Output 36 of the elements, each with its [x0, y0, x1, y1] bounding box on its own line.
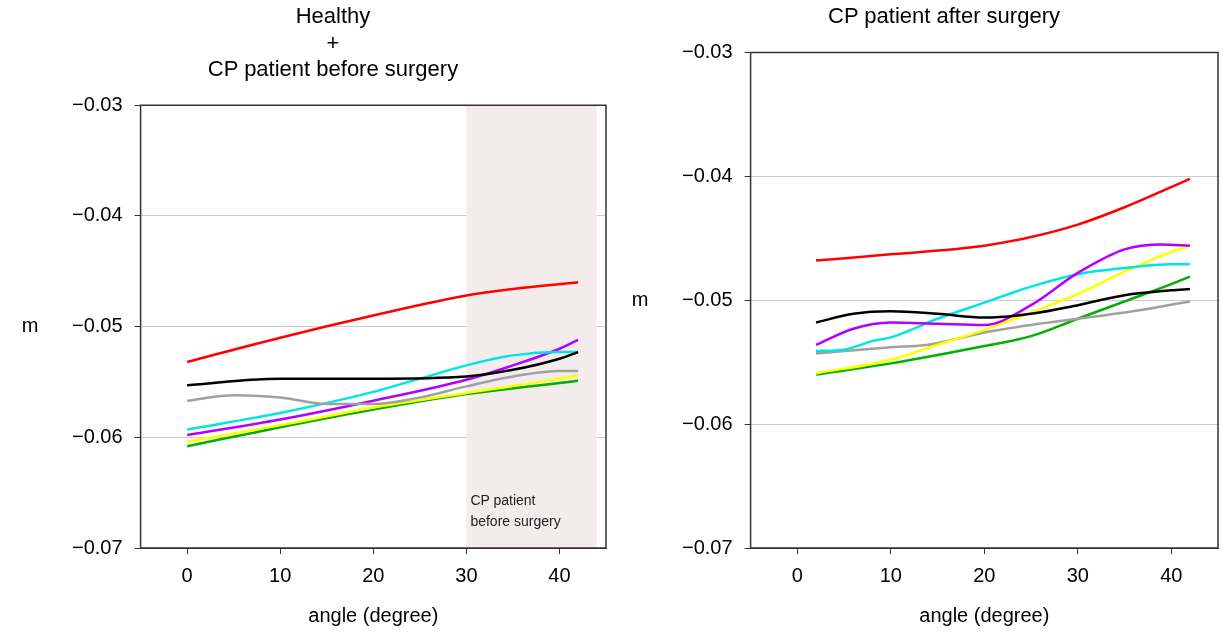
x-tick-label: 30: [1066, 563, 1089, 586]
line-series: [185, 350, 580, 387]
x-tick-label: 10: [269, 563, 292, 586]
y-tick-label: −0.07: [72, 535, 123, 558]
y-tick-label: −0.03: [682, 39, 733, 62]
y-tick-label: −0.05: [682, 287, 733, 310]
line-series: [814, 275, 1192, 376]
line-series: [814, 287, 1192, 324]
chart-title: CP patient after surgery: [828, 3, 1060, 29]
x-tick-label: 0: [181, 563, 193, 586]
y-axis-title: m: [21, 314, 39, 337]
y-tick-label: −0.05: [72, 314, 123, 337]
line-series: [185, 338, 580, 437]
line-series: [814, 263, 1192, 353]
line-series: [185, 281, 580, 364]
x-tick-label: 40: [548, 563, 571, 586]
y-tick-label: −0.04: [682, 163, 733, 186]
x-tick-label: 30: [455, 563, 478, 586]
line-series: [185, 369, 580, 406]
y-tick-label: −0.04: [72, 203, 123, 226]
x-tick-label: 10: [879, 563, 902, 586]
x-axis-title: angle (degree): [919, 603, 1050, 626]
y-tick-label: −0.03: [72, 92, 123, 115]
x-tick-label: 20: [362, 563, 385, 586]
x-tick-label: 0: [791, 563, 803, 586]
y-tick-label: −0.06: [682, 411, 733, 434]
band-label: CP patient before surgery: [470, 492, 561, 529]
x-tick-label: 20: [973, 563, 996, 586]
y-tick-label: −0.06: [72, 424, 123, 447]
x-axis-title: angle (degree): [308, 603, 439, 626]
line-series: [814, 243, 1192, 347]
line-series: [814, 177, 1192, 262]
y-axis-title: m: [631, 287, 649, 310]
x-tick-label: 40: [1160, 563, 1183, 586]
y-tick-label: −0.07: [682, 535, 733, 558]
chart-title: Healthy + CP patient before surgery: [207, 3, 459, 82]
